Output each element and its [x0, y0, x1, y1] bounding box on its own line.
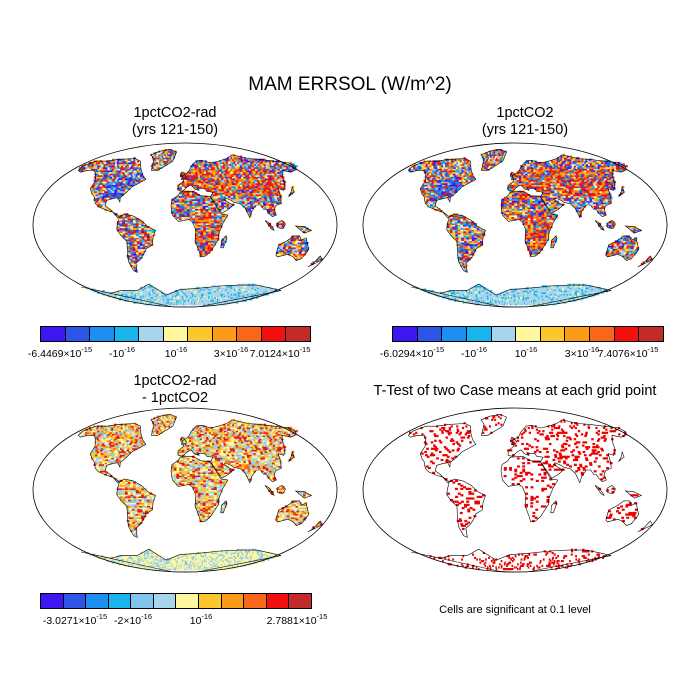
map-grid-cells — [409, 414, 644, 571]
colorbar-swatch — [393, 327, 418, 341]
colorbar-swatch — [176, 594, 200, 608]
colorbar-swatch — [114, 327, 140, 341]
panel-1-title: 1pctCO2-rad (yrs 121-150) — [75, 105, 275, 139]
colorbar-tick-label: 7.0124×10-15 — [249, 345, 311, 360]
colorbar-swatch — [540, 327, 566, 341]
colorbar-swatch — [212, 327, 238, 341]
colorbar-tick-label: 3×10-16 — [564, 345, 600, 360]
colorbar-panel-1 — [40, 326, 311, 342]
panel-1-title-line2: (yrs 121-150) — [131, 122, 219, 138]
panel-4-title: T-Test of two Case means at each grid po… — [373, 383, 657, 399]
colorbar-panel-3 — [40, 593, 312, 609]
colorbar-swatch — [131, 594, 154, 608]
coastlines — [77, 414, 323, 573]
colorbar-tick-label: 2.7881×10-15 — [266, 612, 328, 627]
colorbar-swatch — [86, 594, 109, 608]
colorbar-tick-label: 7.4076×10-15 — [597, 345, 659, 360]
significance-note: Cells are significant at 0.1 level — [439, 604, 591, 616]
colorbar-swatch — [90, 327, 115, 341]
colorbar-swatch — [417, 327, 443, 341]
colorbar-swatch — [286, 327, 311, 341]
map-frame — [32, 142, 338, 308]
colorbar-swatch — [108, 594, 132, 608]
colorbar-swatch — [516, 327, 541, 341]
panel-3-title-line1: 1pctCO2-rad — [133, 373, 217, 389]
colorbar-tick-label: -6.4469×10-15 — [27, 345, 93, 360]
panel-2-title-line1: 1pctCO2 — [496, 105, 554, 121]
panel-3-title: 1pctCO2-rad - 1pctCO2 — [75, 373, 275, 407]
colorbar-tick-label: -10-16 — [108, 345, 136, 360]
map-panel-1 — [32, 142, 338, 308]
colorbar-tick-label: 10-16 — [514, 345, 538, 360]
colorbar-swatch — [139, 327, 164, 341]
map-grid-cells — [78, 414, 323, 571]
map-frame — [32, 407, 338, 573]
panel-2-title: 1pctCO2 (yrs 121-150) — [425, 105, 625, 139]
panel-1-title-line1: 1pctCO2-rad — [133, 105, 217, 121]
colorbar-swatch — [65, 327, 91, 341]
colorbar-swatch — [63, 594, 87, 608]
colorbar-tick-label: -6.0294×10-15 — [379, 345, 445, 360]
colorbar-tick-label: -2×10-16 — [114, 612, 152, 627]
colorbar-swatch — [244, 594, 267, 608]
map-frame — [362, 142, 668, 308]
colorbar-swatch — [188, 327, 213, 341]
colorbar-swatch — [289, 594, 311, 608]
colorbar-swatch — [199, 594, 222, 608]
colorbar-swatch — [163, 327, 189, 341]
colorbar-swatch — [41, 594, 64, 608]
panel-2-title-line2: (yrs 121-150) — [481, 122, 569, 138]
map-frame — [362, 407, 668, 573]
colorbar-swatch — [639, 327, 664, 341]
colorbar-swatch — [614, 327, 640, 341]
coastlines — [77, 149, 323, 308]
colorbar-tick-label: 3×10-16 — [213, 345, 249, 360]
colorbar-swatch — [491, 327, 517, 341]
coastlines — [407, 149, 653, 308]
colorbar-swatch — [237, 327, 262, 341]
colorbar-tick-label: -10-16 — [460, 345, 488, 360]
colorbar-swatch — [590, 327, 615, 341]
map-panel-4 — [362, 407, 668, 573]
colorbar-tick-label: 10-16 — [164, 345, 188, 360]
map-grid-cells — [78, 149, 323, 306]
map-panel-2 — [362, 142, 668, 308]
colorbar-tick-label: 10-16 — [189, 612, 213, 627]
panel-3-title-line2: - 1pctCO2 — [141, 390, 209, 406]
colorbar-swatch — [41, 327, 66, 341]
colorbar-swatch — [261, 327, 287, 341]
coastlines — [407, 414, 653, 573]
colorbar-swatch — [466, 327, 492, 341]
colorbar-swatch — [221, 594, 245, 608]
colorbar-swatch — [565, 327, 591, 341]
colorbar-panel-2 — [392, 326, 664, 342]
map-grid-cells — [408, 149, 653, 306]
figure-title: MAM ERRSOL (W/m^2) — [248, 74, 452, 95]
colorbar-tick-label: -3.0271×10-15 — [42, 612, 108, 627]
colorbar-swatch — [153, 594, 177, 608]
colorbar-swatch — [266, 594, 290, 608]
colorbar-swatch — [442, 327, 467, 341]
map-panel-3 — [32, 407, 338, 573]
